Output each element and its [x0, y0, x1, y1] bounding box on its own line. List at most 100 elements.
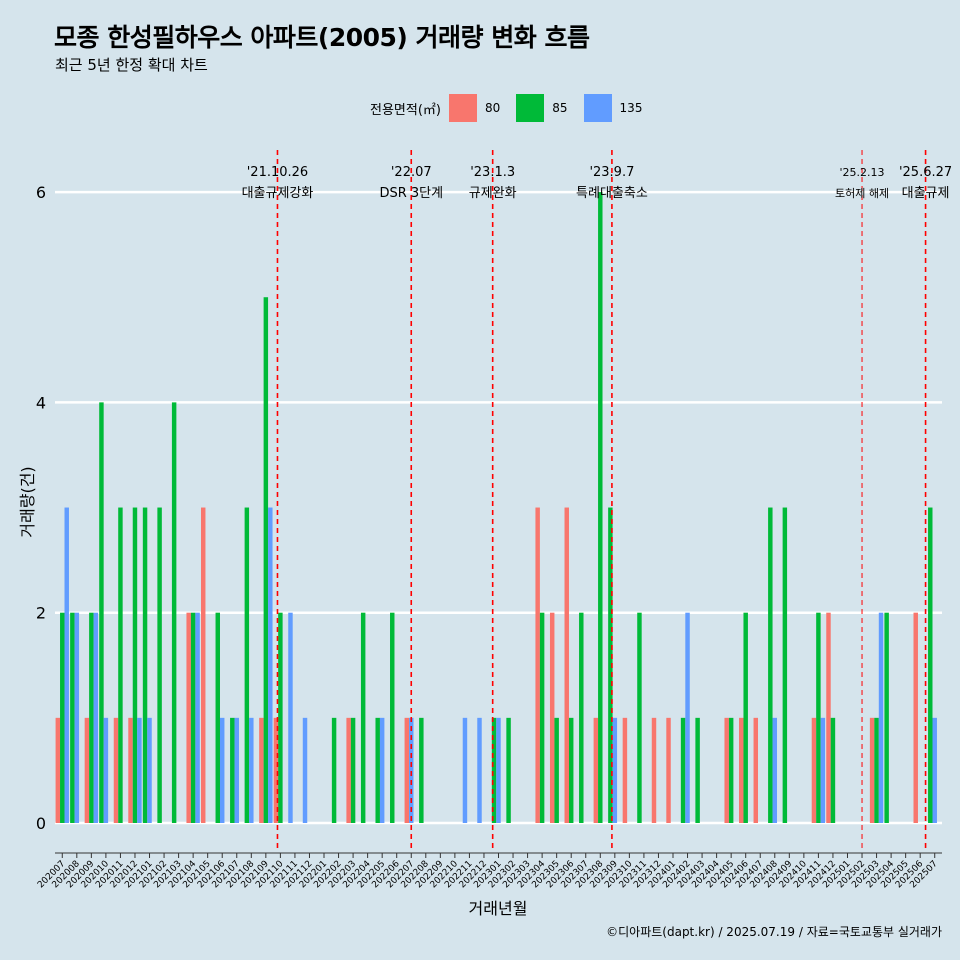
event-date-label: '21.10.26 — [247, 165, 308, 180]
bar-85-202408 — [768, 507, 773, 823]
chart-title: 모종 한성필하우스 아파트(2005) 거래량 변화 흐름 — [54, 23, 590, 52]
bar-80-202104 — [186, 612, 191, 823]
event-description-label: 규제완화 — [469, 186, 517, 201]
bar-85-202411 — [816, 612, 821, 823]
bar-80-202110 — [273, 717, 279, 823]
y-tick-label: 6 — [36, 183, 46, 202]
bar-80-202401 — [666, 717, 671, 823]
bar-85-202504 — [884, 612, 889, 823]
bar-85-202306 — [568, 717, 574, 823]
legend: 전용면적(㎡) 80 85 135 — [370, 93, 658, 123]
bar-85-202107 — [230, 717, 235, 823]
bar-85-202409 — [782, 507, 788, 823]
legend-key-80 — [448, 94, 477, 122]
bar-85-202412 — [830, 717, 836, 823]
bar-85-202304 — [539, 612, 545, 823]
bar-135-202010 — [103, 717, 109, 823]
bar-85-202104 — [190, 612, 196, 823]
bar-135-202012 — [137, 717, 142, 823]
bar-135-202104 — [195, 612, 200, 823]
bar-85-202011 — [118, 507, 123, 823]
bar-85-202010 — [99, 402, 104, 823]
bar-85-202007 — [60, 612, 65, 823]
bar-85-202507 — [928, 507, 933, 823]
bar-85-202402 — [680, 717, 686, 823]
bar-80-202506 — [913, 612, 918, 823]
bars — [55, 192, 937, 823]
event-description-label: DSR 3단계 — [379, 186, 443, 201]
legend-key-135 — [583, 94, 612, 122]
bar-85-202108 — [244, 507, 250, 823]
bar-135-202112 — [302, 717, 308, 823]
bar-80-202310 — [622, 717, 628, 823]
bar-135-202111 — [288, 612, 293, 823]
bar-80-202105 — [200, 507, 206, 823]
bar-80-202306 — [564, 507, 569, 823]
bar-80-202405 — [724, 717, 729, 823]
bar-85-202204 — [360, 612, 366, 823]
legend-key-85 — [516, 94, 545, 122]
bar-85-202403 — [695, 717, 700, 823]
bar-85-202008 — [70, 612, 75, 823]
bar-135-202205 — [379, 717, 385, 823]
bar-85-202305 — [554, 717, 559, 823]
event-date-label: '25.6.27 — [899, 165, 952, 180]
bar-135-202106 — [219, 717, 225, 823]
x-axis-title: 거래년월 — [469, 899, 528, 918]
event-description-label: 대출규제강화 — [242, 186, 314, 201]
bar-80-202503 — [869, 717, 875, 823]
y-tick-label: 2 — [36, 604, 46, 623]
bar-85-202012 — [132, 507, 138, 823]
legend-label-85: 85 — [552, 101, 568, 115]
chart-subtitle: 최근 5년 한정 확대 차트 — [55, 56, 208, 74]
bar-135-202411 — [820, 717, 826, 823]
bar-80-202007 — [55, 717, 61, 823]
legend-title: 전용면적(㎡) — [370, 102, 441, 118]
bar-135-202402 — [685, 612, 690, 823]
bar-135-202108 — [249, 717, 254, 823]
bar-80-202412 — [826, 612, 831, 823]
event-description-label: 토허제 해제 — [835, 186, 889, 200]
bar-80-202011 — [113, 717, 119, 823]
bar-135-202211 — [462, 717, 468, 823]
bar-80-202012 — [128, 717, 133, 823]
bar-85-202205 — [375, 717, 380, 823]
event-date-label: '25.2.13 — [840, 166, 885, 179]
event-description-label: 대출규제 — [902, 186, 950, 201]
event-date-label: '23.9.7 — [589, 165, 634, 180]
y-tick-label: 0 — [36, 814, 46, 833]
bar-85-202406 — [743, 612, 748, 823]
bar-135-202009 — [93, 612, 99, 823]
bar-85-202309 — [608, 507, 613, 823]
bar-135-202408 — [772, 717, 778, 823]
bar-85-202308 — [598, 192, 603, 823]
bar-85-202102 — [157, 507, 162, 823]
bar-85-202301 — [491, 717, 497, 823]
event-date-label: '22.07 — [391, 165, 432, 180]
bar-135-202101 — [147, 717, 152, 823]
bar-135-202507 — [932, 717, 937, 823]
y-tick-label: 4 — [36, 393, 46, 412]
event-description-label: 특례대출축소 — [576, 186, 648, 201]
bar-135-202309 — [612, 717, 618, 823]
event-annotations: '21.10.26 대출규제강화 '22.07 DSR 3단계 '23.1.3 규제완화 '… — [242, 150, 952, 852]
event-date-label: '23.1.3 — [470, 165, 515, 180]
bar-85-202009 — [89, 612, 94, 823]
source-caption: ©디아파트(dapt.kr) / 2025.07.19 / 자료=국토교통부 실… — [606, 925, 942, 939]
axes: 0246202007202008202009202010202011202012… — [36, 183, 942, 890]
bar-80-202407 — [753, 717, 759, 823]
bar-135-202007 — [64, 507, 69, 823]
bar-80-202411 — [811, 717, 817, 823]
bar-85-202405 — [728, 717, 734, 823]
bar-85-202202 — [331, 717, 337, 823]
bar-80-202203 — [346, 717, 351, 823]
legend-label-135: 135 — [619, 101, 643, 115]
y-axis-title: 거래량(건) — [18, 466, 37, 537]
bar-80-202109 — [259, 717, 264, 823]
bar-80-202304 — [535, 507, 540, 823]
bar-80-202312 — [651, 717, 657, 823]
bar-85-202311 — [637, 612, 642, 823]
bar-80-202009 — [84, 717, 90, 823]
